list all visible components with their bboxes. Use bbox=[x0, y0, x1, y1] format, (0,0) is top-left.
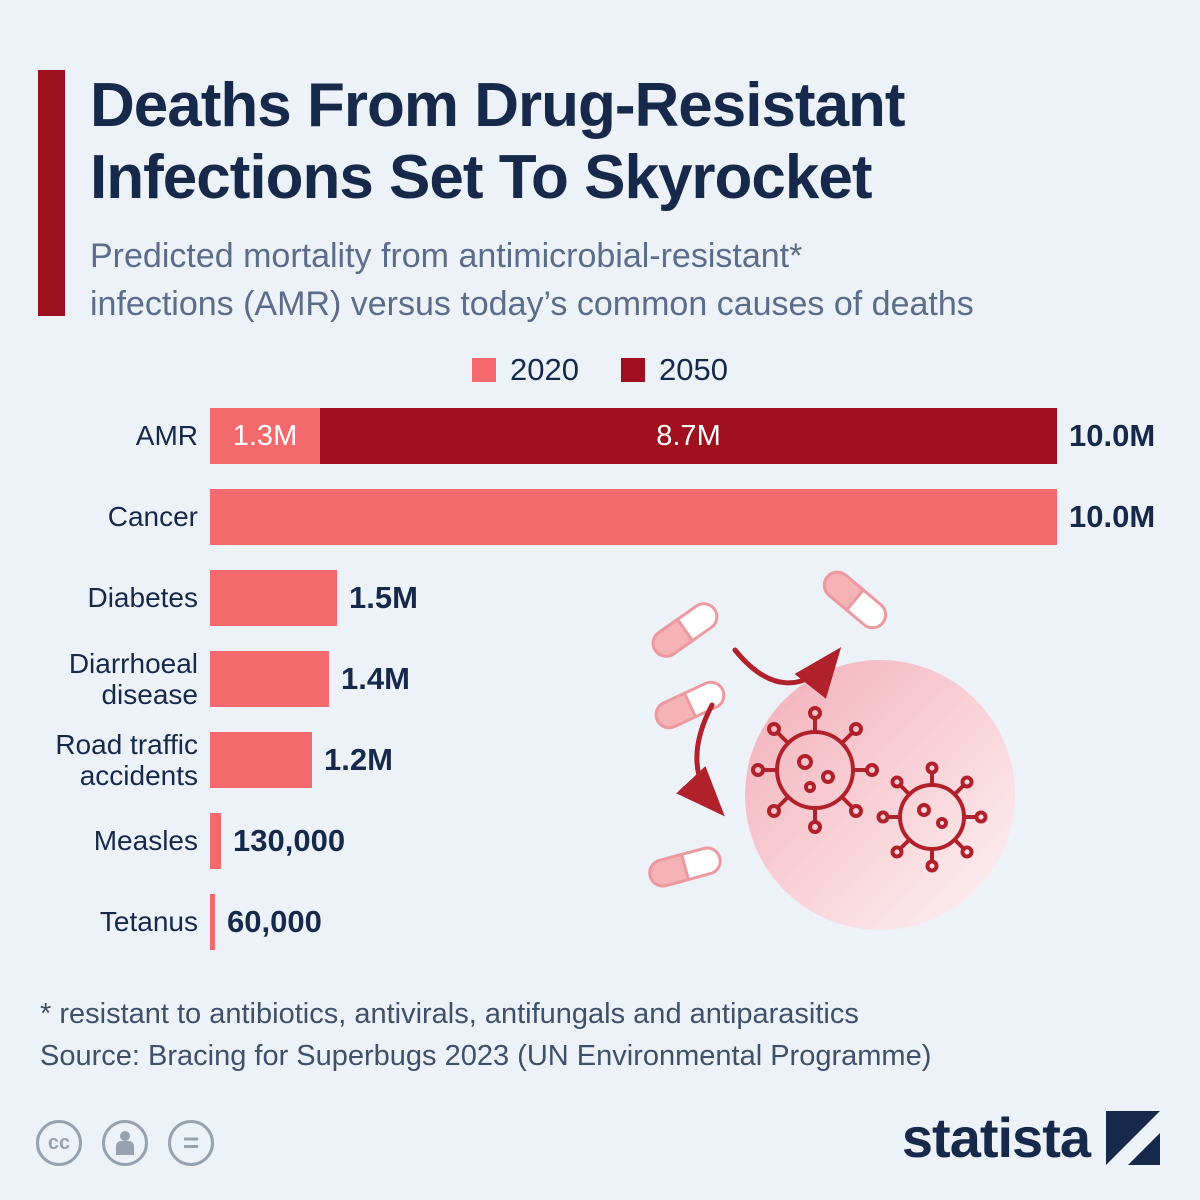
statista-wordmark: statista bbox=[901, 1106, 1091, 1169]
subtitle-line-2: infections (AMR) versus today’s common c… bbox=[90, 285, 974, 324]
category-label: Road traffic accidents bbox=[55, 728, 198, 791]
bar-row-diarrhoeal-disease: Diarrhoeal disease 1.4M bbox=[40, 648, 1160, 710]
bar-segment-2020: 1.3M bbox=[210, 408, 320, 464]
bar-row-measles: Measles 130,000 bbox=[40, 813, 1160, 869]
bar-row-tetanus: Tetanus 60,000 bbox=[40, 894, 1160, 950]
bar-group: 1.4M bbox=[210, 651, 410, 707]
bar-group: 60,000 bbox=[210, 894, 322, 950]
legend-label-2050: 2050 bbox=[659, 352, 728, 387]
total-value-label: 10.0M bbox=[1069, 418, 1156, 453]
category-label: Measles bbox=[93, 825, 198, 857]
total-value-label: 130,000 bbox=[233, 823, 346, 858]
bar-value-2050: 8.7M bbox=[656, 419, 721, 452]
cc-icon: cc bbox=[36, 1120, 82, 1166]
attribution-person-icon bbox=[102, 1120, 148, 1166]
source-line: Source: Bracing for Superbugs 2023 (UN E… bbox=[40, 1040, 932, 1072]
bar-chart: AMR 1.3M 8.7M 10.0M Cancer 10.0M Diabete… bbox=[40, 408, 1160, 975]
category-label: Tetanus bbox=[99, 906, 198, 938]
bar-value-2020: 1.3M bbox=[232, 419, 298, 452]
bar-group: 10.0M bbox=[210, 489, 1155, 545]
total-value-label: 1.4M bbox=[341, 661, 410, 696]
title-accent-bar bbox=[38, 70, 65, 316]
bar-segment-2020 bbox=[210, 489, 1057, 545]
category-label: Diabetes bbox=[87, 582, 198, 614]
bar-row-diabetes: Diabetes 1.5M bbox=[40, 570, 1160, 626]
statista-brand: statista bbox=[902, 1105, 1160, 1170]
header-text: Deaths From Drug-Resistant Infections Se… bbox=[90, 70, 974, 328]
total-value-label: 1.2M bbox=[324, 742, 393, 777]
equal-sign-icon: = bbox=[168, 1120, 214, 1166]
total-value-label: 60,000 bbox=[227, 904, 322, 939]
legend-swatch-2050 bbox=[621, 358, 645, 382]
total-value-label: 10.0M bbox=[1069, 499, 1156, 534]
bar-segment-2020 bbox=[210, 651, 329, 707]
legend-item-2050: 2050 bbox=[621, 352, 728, 388]
bar-group: 1.2M bbox=[210, 732, 393, 788]
bar-group: 1.3M 8.7M 10.0M bbox=[210, 408, 1155, 464]
category-label: Cancer bbox=[107, 501, 198, 533]
title-line-1: Deaths From Drug-Resistant bbox=[90, 71, 906, 140]
total-value-label: 1.5M bbox=[349, 580, 418, 615]
category-label: Diarrhoeal disease bbox=[68, 647, 198, 710]
subtitle-line-1: Predicted mortality from antimicrobial-r… bbox=[90, 236, 803, 275]
legend-item-2020: 2020 bbox=[472, 352, 579, 388]
statista-logo-icon bbox=[1106, 1110, 1160, 1165]
page-title: Deaths From Drug-Resistant Infections Se… bbox=[90, 70, 974, 214]
bar-row-amr: AMR 1.3M 8.7M 10.0M bbox=[40, 408, 1160, 464]
category-label: AMR bbox=[135, 420, 198, 452]
bar-segment-2020 bbox=[210, 570, 337, 626]
page-subtitle: Predicted mortality from antimicrobial-r… bbox=[90, 232, 974, 329]
footnote: * resistant to antibiotics, antivirals, … bbox=[40, 998, 859, 1030]
bar-row-cancer: Cancer 10.0M bbox=[40, 489, 1160, 545]
header: Deaths From Drug-Resistant Infections Se… bbox=[38, 70, 1164, 328]
legend-swatch-2020 bbox=[472, 358, 497, 382]
title-line-2: Infections Set To Skyrocket bbox=[90, 142, 873, 212]
bar-segment-2020 bbox=[210, 813, 221, 869]
bar-group: 130,000 bbox=[210, 813, 345, 869]
bar-segment-2020 bbox=[210, 732, 312, 788]
bar-segment-2020 bbox=[210, 894, 215, 950]
chart-legend: 2020 2050 bbox=[0, 352, 1200, 388]
bar-segment-2050: 8.7M bbox=[320, 408, 1057, 464]
bar-group: 1.5M bbox=[210, 570, 418, 626]
legend-label-2020: 2020 bbox=[510, 352, 579, 387]
cc-license-badges: cc = bbox=[36, 1120, 214, 1166]
bar-row-road-traffic-accidents: Road traffic accidents 1.2M bbox=[40, 729, 1160, 791]
